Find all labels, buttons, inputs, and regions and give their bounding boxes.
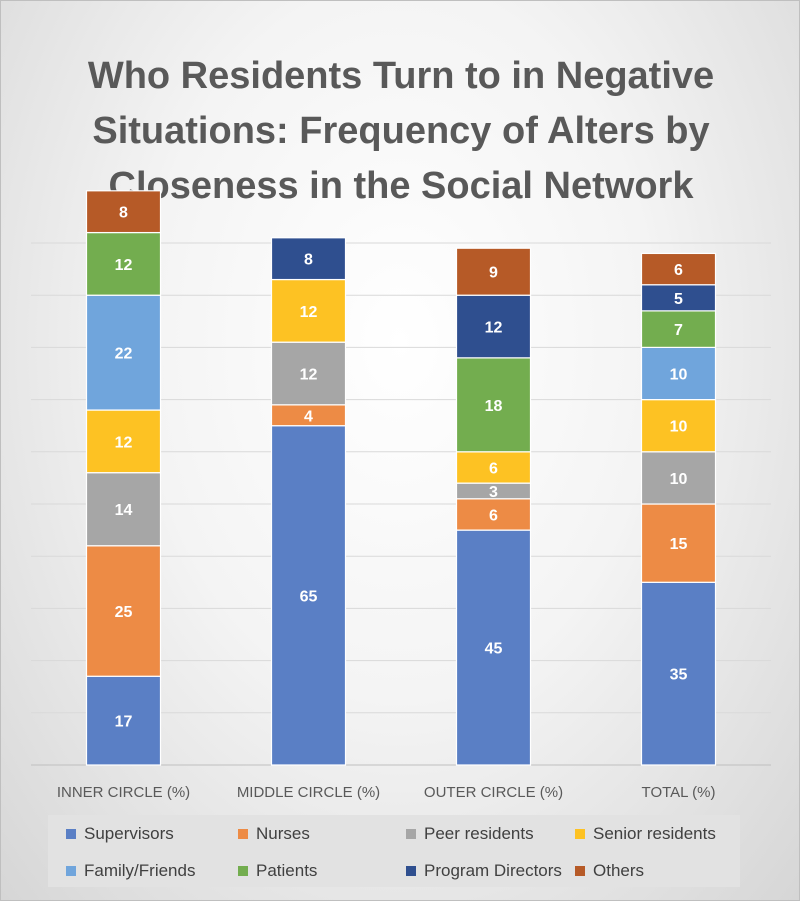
legend-item: Supervisors [66,824,174,844]
legend-swatch [406,829,416,839]
bar-segment-peer-residents [270,341,347,406]
data-label: 35 [670,667,688,684]
data-label: 22 [115,346,133,363]
legend-label: Peer residents [424,824,534,843]
bar-segment-supervisors [640,581,717,766]
bar-segment-peer-residents [640,451,717,505]
data-label: 6 [674,262,683,279]
x-tick-label: TOTAL (%) [642,784,716,801]
bar-segment-senior-residents [85,409,162,474]
legend: Supervisors Nurses Peer residents Senior re… [48,815,740,887]
bar-segment-supervisors [270,425,347,766]
bar-segment-patients [455,357,532,453]
data-label: 6 [489,507,498,524]
data-label: 14 [115,502,133,519]
legend-label: Program Directors [424,861,562,880]
data-label: 6 [489,460,498,477]
bar-segment-nurses [455,498,532,531]
data-label: 3 [489,484,498,501]
data-label: 45 [485,641,503,658]
data-label: 10 [670,419,688,436]
bar-segment-peer-residents [85,472,162,547]
bar-segment-nurses [85,545,162,677]
bar-segment-patients [640,310,717,348]
data-label: 4 [304,408,313,425]
data-label: 12 [300,367,318,384]
bar-segment-family-friends [85,294,162,411]
legend-swatch [406,866,416,876]
legend-label: Senior residents [593,824,716,843]
bar-segment-others [455,247,532,296]
x-tick-label: OUTER CIRCLE (%) [424,784,563,801]
legend-swatch [575,829,585,839]
data-label: 65 [300,588,318,605]
bar-segment-family-friends [640,346,717,401]
legend-label: Patients [256,861,318,880]
chart-title: Who Residents Turn to in Negative Situat… [87,55,715,207]
legend-swatch [66,866,76,876]
bar-segment-senior-residents [270,278,347,343]
bar-segment-patients [85,231,162,296]
bar-segment-others [85,190,162,234]
data-label: 10 [670,471,688,488]
x-tick-label: MIDDLE CIRCLE (%) [237,784,380,801]
x-tick-label: INNER CIRCLE (%) [57,784,190,801]
legend-item: Program Directors [406,861,562,881]
data-label: 15 [670,536,688,553]
data-label: 17 [115,714,133,731]
data-label: 12 [115,257,133,274]
legend-item: Family/Friends [66,861,195,881]
data-label: 7 [674,322,683,339]
bar-segment-supervisors [85,675,162,766]
bar-segment-others [640,252,717,286]
legend-label: Family/Friends [84,861,196,880]
legend-swatch [238,829,248,839]
data-label: 5 [674,291,683,308]
bar-segment-program-directors [270,237,347,281]
legend-label: Supervisors [84,824,174,843]
legend-label: Others [593,861,645,880]
legend-swatch [66,829,76,839]
legend-item: Peer residents [406,824,534,844]
data-label: 9 [489,265,498,282]
data-label: 12 [115,434,133,451]
data-label: 8 [304,252,313,269]
bar-segment-nurses [640,503,717,583]
legend-item: Others [575,861,644,881]
legend-swatch [238,866,248,876]
bar-segment-senior-residents [455,451,532,484]
data-label: 12 [300,304,318,321]
data-label: 25 [115,604,133,621]
legend-item: Patients [238,861,317,881]
data-label: 18 [485,398,503,415]
legend-item: Nurses [238,824,310,844]
bar-segment-senior-residents [640,399,717,453]
data-label: 12 [485,320,503,337]
data-label: 10 [670,367,688,384]
legend-item: Senior residents [575,824,716,844]
data-label: 8 [119,205,128,222]
legend-label: Nurses [256,824,310,843]
legend-swatch [575,866,585,876]
